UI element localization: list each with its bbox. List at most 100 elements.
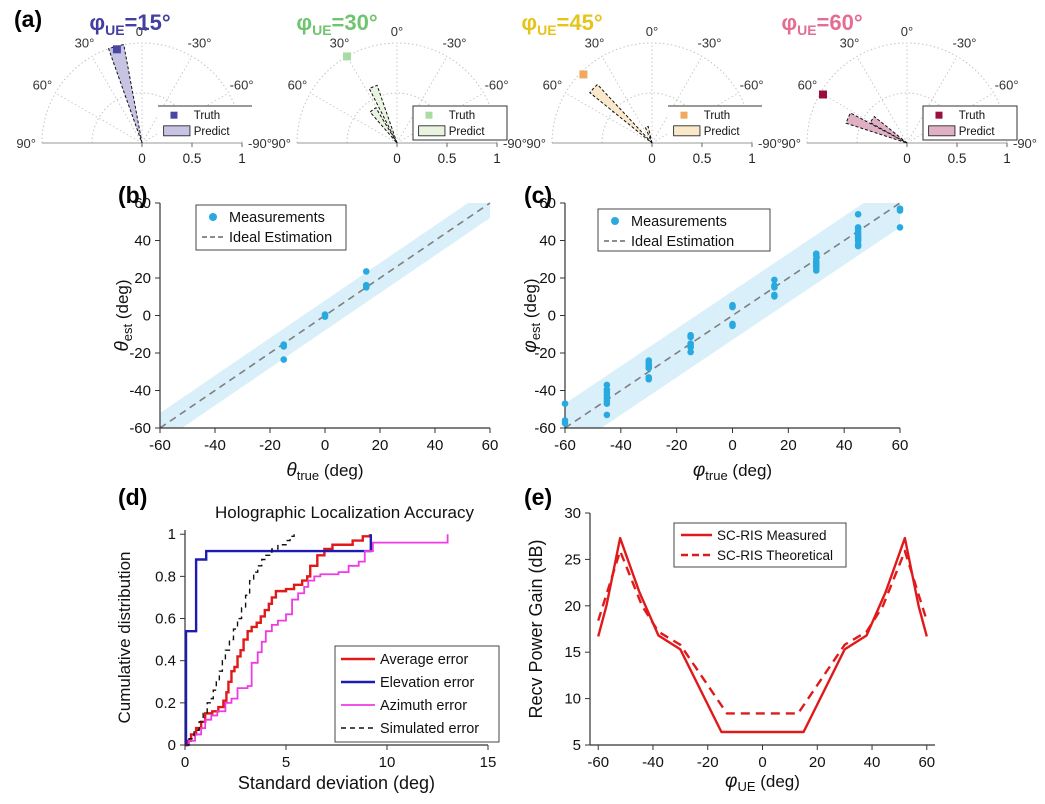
svg-text:Truth: Truth (959, 110, 985, 122)
polar-row-chart: 0 0.5 10°30° -30°60° -60°90° -90°TruthPredict… (16, 10, 1037, 166)
svg-text:0°: 0° (391, 24, 403, 39)
polar-plot-polar-60: 0 0.5 1 0° 30° -30° 60° -60° 90° -90° Truth Predict… (781, 10, 1037, 166)
panel-c-label: (c) (524, 182, 553, 208)
polar-legend: Truth Predict (922, 105, 1018, 141)
svg-text:0: 0 (393, 151, 401, 166)
panel-d-label: (d) (118, 484, 148, 510)
svg-text:Simulated error: Simulated error (380, 721, 479, 737)
svg-text:-60°: -60° (995, 78, 1019, 93)
svg-text:SC-RIS Measured: SC-RIS Measured (717, 528, 827, 543)
svg-text:Predict: Predict (704, 126, 741, 138)
chart-legend: SC-RIS Measured SC-RIS Theoretical (673, 522, 847, 568)
svg-text:0: 0 (168, 737, 176, 754)
svg-text:-20: -20 (534, 345, 556, 362)
svg-text:30°: 30° (585, 35, 605, 50)
svg-text:20: 20 (539, 270, 556, 287)
legend-truth-marker (935, 111, 943, 119)
svg-text:-90°: -90° (758, 136, 782, 151)
svg-text:Cumulative distribution: Cumulative distribution (115, 552, 134, 724)
svg-text:-90°: -90° (503, 136, 527, 151)
legend-truth-marker (425, 111, 433, 119)
legend-marker-sample (209, 213, 217, 221)
svg-text:-40: -40 (610, 437, 632, 454)
svg-text:0: 0 (903, 151, 911, 166)
svg-text:60: 60 (134, 195, 151, 212)
measurement-points (561, 205, 904, 427)
svg-text:-20: -20 (666, 437, 688, 454)
svg-text:30: 30 (564, 505, 581, 522)
polar-legend: Truth Predict (668, 105, 762, 140)
svg-text:5: 5 (573, 737, 581, 754)
truth-marker (579, 70, 588, 79)
measurement-points (280, 268, 370, 363)
svg-text:-30°: -30° (443, 35, 467, 50)
svg-text:10: 10 (564, 691, 581, 708)
svg-text:0: 0 (758, 754, 766, 771)
svg-text:40: 40 (134, 233, 151, 250)
svg-text:40: 40 (836, 437, 853, 454)
axis-label: θest (deg) (112, 279, 135, 351)
svg-text:Truth: Truth (704, 110, 730, 122)
svg-text:-90°: -90° (248, 136, 272, 151)
svg-text:90°: 90° (271, 136, 291, 151)
series-azimuth-error (185, 534, 449, 746)
phi-estimation-chart: -60 -40 -20 0 20 40 60 -60 -40 -20 0 20 40 60 Measurem… (520, 195, 908, 483)
svg-text:20: 20 (780, 437, 797, 454)
svg-text:0.5: 0.5 (693, 151, 712, 166)
svg-text:0.4: 0.4 (155, 653, 176, 670)
ideal-estimation-line (159, 202, 491, 429)
svg-text:Azimuth error: Azimuth error (380, 698, 467, 714)
svg-text:0.5: 0.5 (183, 151, 202, 166)
svg-text:Truth: Truth (449, 110, 475, 122)
panel-a-label: (a) (14, 6, 43, 32)
svg-text:10: 10 (379, 754, 396, 771)
svg-text:60: 60 (918, 754, 935, 771)
svg-text:Predict: Predict (194, 126, 231, 138)
svg-text:40: 40 (539, 233, 556, 250)
svg-text:5: 5 (282, 754, 290, 771)
svg-text:15: 15 (480, 754, 497, 771)
svg-text:-30°: -30° (698, 35, 722, 50)
localization-cdf-plot: 0 5 10 15 0 0.2 0.4 0.6 0.8 1 Average error Elevati… (115, 503, 500, 793)
phi-estimation-plot: -60 -40 -20 0 20 40 60 -60 -40 -20 0 20 40 60 Measurem… (520, 195, 908, 483)
polar-title: φUE=15° (89, 10, 170, 38)
svg-text:0°: 0° (136, 24, 148, 39)
legend-marker-sample (611, 217, 619, 225)
series-sc-ris-theoretical (597, 549, 928, 715)
ideal-estimation-line (564, 202, 901, 429)
svg-text:0°: 0° (901, 24, 913, 39)
svg-text:15: 15 (564, 644, 581, 661)
chart-legend: Average error Elevation error Azimuth erro… (334, 645, 500, 743)
svg-text:90°: 90° (781, 136, 801, 151)
svg-text:1: 1 (238, 151, 246, 166)
svg-text:0: 0 (181, 754, 189, 771)
series-sc-ris-measured (597, 536, 928, 734)
predict-wedges (845, 112, 908, 144)
polar-legend: Truth Predict (158, 105, 252, 140)
svg-text:Ideal Estimation: Ideal Estimation (229, 230, 332, 246)
series-average-error (185, 534, 372, 747)
series-elevation-error (184, 534, 373, 747)
axis-label: φtrue (deg) (693, 460, 772, 483)
legend-truth-marker (170, 111, 178, 119)
polar-legend: Truth Predict (412, 105, 508, 141)
polar-title: φUE=30° (296, 10, 377, 38)
truth-marker (112, 45, 121, 54)
legend-truth-marker (680, 111, 688, 119)
svg-text:20: 20 (809, 754, 826, 771)
chart-legend: Measurements Ideal Estimation (195, 204, 347, 251)
svg-text:Ideal Estimation: Ideal Estimation (631, 234, 734, 250)
svg-text:Predict: Predict (959, 126, 996, 138)
svg-text:0: 0 (321, 437, 329, 454)
svg-text:0.6: 0.6 (155, 611, 176, 628)
svg-text:0.8: 0.8 (155, 568, 176, 585)
svg-text:90°: 90° (16, 136, 36, 151)
theta-estimation-chart: -60 -40 -20 0 20 40 60 -60 -40 -20 0 20 40 60 Measurem… (112, 195, 498, 483)
svg-text:-60: -60 (587, 754, 609, 771)
svg-text:60°: 60° (543, 78, 563, 93)
svg-text:60: 60 (539, 195, 556, 212)
svg-text:-40: -40 (534, 383, 556, 400)
svg-text:Recv Power Gain (dB): Recv Power Gain (dB) (526, 539, 546, 718)
svg-text:0: 0 (548, 308, 556, 325)
